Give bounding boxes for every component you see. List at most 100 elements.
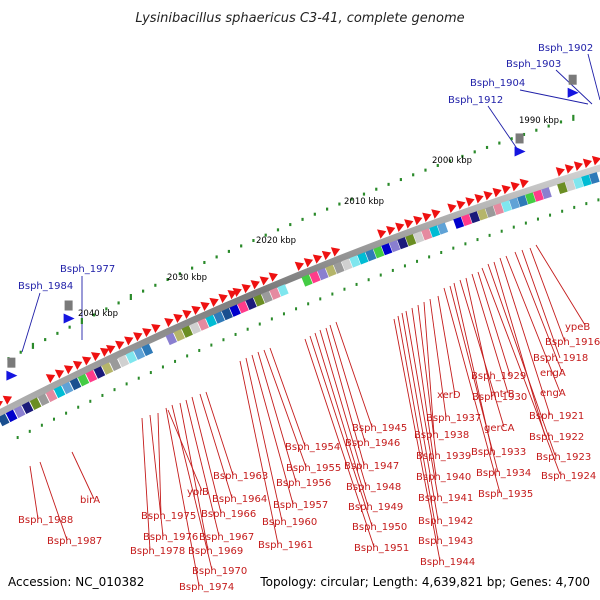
gene-box <box>405 234 417 247</box>
gene-label: Bsph_1987 <box>47 536 102 547</box>
scale-tick <box>549 213 552 217</box>
gene-box <box>517 195 528 208</box>
leader-line <box>314 332 369 507</box>
leader-line <box>185 399 220 537</box>
scale-label-1990: 1990 kbp <box>519 116 559 126</box>
gene-box <box>365 249 377 262</box>
scale-tick <box>44 338 47 342</box>
gene-box <box>21 401 34 415</box>
gene-box <box>0 413 10 427</box>
gene-box <box>189 321 201 335</box>
gene-box <box>237 301 249 314</box>
leader-line <box>465 277 493 397</box>
gene-arrow <box>404 219 414 229</box>
leader-line <box>449 285 499 473</box>
topology-label: Topology: circular; Length: 4,639,821 bp… <box>259 575 590 589</box>
scale-tick <box>19 350 22 354</box>
gene-box <box>213 311 225 324</box>
gene-arrow <box>474 194 484 204</box>
gene-arrow <box>386 225 396 236</box>
leader-line <box>487 105 519 151</box>
gene-label: Bsph_1949 <box>348 502 403 513</box>
scale-tick <box>68 325 71 329</box>
gene-label: Bsph_1921 <box>529 411 584 422</box>
gene-label: Bsph_1964 <box>212 494 267 505</box>
scale-label-2040: 2040 kbp <box>78 309 118 319</box>
scale-tick <box>500 229 503 233</box>
scale-label-2010: 2010 kbp <box>344 197 384 207</box>
gene-arrow <box>303 258 314 268</box>
gene-box <box>125 351 138 364</box>
gene-arrow <box>294 261 305 272</box>
gene-box <box>277 284 289 297</box>
gene-label: Bsph_1976 <box>143 532 198 543</box>
gene-box <box>389 240 401 253</box>
scale-tick <box>416 259 419 263</box>
gene-box <box>7 357 16 368</box>
scale-label-2000: 2000 kbp <box>432 156 472 166</box>
gene-box <box>205 314 217 328</box>
leader-line <box>443 287 501 494</box>
scale-tick <box>440 250 443 254</box>
scale-tick <box>117 301 120 305</box>
leader-line <box>587 53 600 101</box>
gene-box <box>165 332 178 346</box>
leader-line <box>493 261 546 437</box>
scale-tick <box>252 239 255 243</box>
gene-box <box>253 294 265 307</box>
scale-tick <box>210 343 213 347</box>
gene-arrow <box>564 164 574 174</box>
scale-tick <box>452 246 455 250</box>
scale-tick <box>512 225 515 229</box>
gene-arrow <box>241 283 251 294</box>
scale-tick <box>203 260 206 264</box>
scale-tick <box>379 273 382 277</box>
gene-box <box>93 366 106 379</box>
gene-box <box>77 373 90 387</box>
scale-tick <box>125 382 128 386</box>
gene-features <box>0 74 600 427</box>
gene-arrow-blue <box>63 313 75 324</box>
scale-tick <box>313 212 316 216</box>
gene-arrow <box>465 197 475 207</box>
scale-tick <box>301 217 304 221</box>
gene-box <box>581 174 592 187</box>
gene-label: Bsph_1937 <box>426 413 481 424</box>
scale-tick <box>154 283 157 287</box>
gene-box <box>101 362 114 375</box>
scale-tick <box>375 187 378 191</box>
scale-tick <box>343 287 346 291</box>
gene-label: Bsph_1923 <box>536 452 591 463</box>
gene-label: Bsph_1950 <box>352 522 407 533</box>
gene-label: Bsph_1943 <box>418 536 473 547</box>
leader-line <box>157 412 162 516</box>
gene-label: Bsph_1934 <box>476 468 531 479</box>
gene-arrow <box>501 184 511 195</box>
gene-label: Bsph_1941 <box>418 493 473 504</box>
scale-tick <box>270 317 273 321</box>
scale-tick <box>31 342 35 349</box>
gene-label: mtrB <box>490 389 515 400</box>
leader-line <box>325 327 365 466</box>
gene-box <box>469 211 481 224</box>
gene-arrow <box>182 309 192 319</box>
scale-tick <box>510 137 513 141</box>
leader-line <box>487 263 556 456</box>
scale-label-2020: 2020 kbp <box>256 236 296 246</box>
gene-arrow <box>72 360 83 370</box>
gene-label: Bsph_1930 <box>472 392 527 403</box>
gene-arrow <box>259 276 269 286</box>
leader-line <box>335 321 373 428</box>
leader-line <box>245 357 283 522</box>
gene-label: xerD <box>437 390 461 401</box>
leader-line <box>529 247 566 343</box>
gene-box <box>45 389 58 403</box>
gene-box <box>221 307 233 321</box>
gene-box <box>565 179 576 192</box>
gene-arrow <box>164 317 174 328</box>
gene-arrow <box>124 336 134 346</box>
gene-label: Bsph_1988 <box>18 515 73 526</box>
gene-box <box>317 267 329 281</box>
gene-box <box>29 397 42 411</box>
